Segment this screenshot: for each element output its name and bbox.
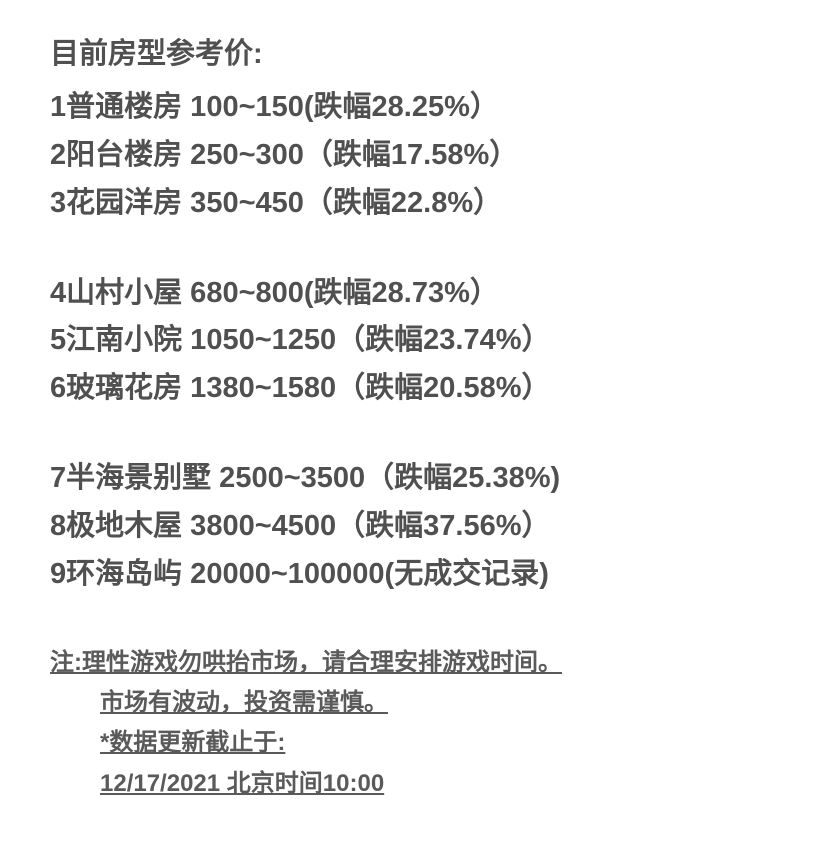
price-group-2: 4山村小屋 680~800(跌幅28.73%） 5江南小院 1050~1250（… [50,270,778,414]
group-separator [50,413,778,455]
price-item: 1普通楼房 100~150(跌幅28.25%） [50,84,778,132]
price-item: 8极地木屋 3800~4500（跌幅37.56%） [50,503,778,551]
price-item: 9环海岛屿 20000~100000(无成交记录) [50,551,778,599]
note-line: 注:理性游戏勿哄抬市场，请合理安排游戏时间。 [50,643,778,683]
price-item: 7半海景别墅 2500~3500（跌幅25.38%) [50,455,778,503]
price-list-title: 目前房型参考价: [50,30,778,72]
note-line: 市场有波动，投资需谨慎。 [50,683,778,723]
group-separator [50,228,778,270]
notes-section: 注:理性游戏勿哄抬市场，请合理安排游戏时间。 市场有波动，投资需谨慎。 *数据更… [50,643,778,804]
note-line: 12/17/2021 北京时间10:00 [50,764,778,804]
price-item: 3花园洋房 350~450（跌幅22.8%） [50,180,778,228]
price-item: 6玻璃花房 1380~1580（跌幅20.58%） [50,365,778,413]
price-group-3: 7半海景别墅 2500~3500（跌幅25.38%) 8极地木屋 3800~45… [50,455,778,599]
price-group-1: 1普通楼房 100~150(跌幅28.25%） 2阳台楼房 250~300（跌幅… [50,84,778,228]
price-item: 2阳台楼房 250~300（跌幅17.58%） [50,132,778,180]
price-item: 5江南小院 1050~1250（跌幅23.74%） [50,317,778,365]
note-line: *数据更新截止于: [50,723,778,763]
price-item: 4山村小屋 680~800(跌幅28.73%） [50,270,778,318]
